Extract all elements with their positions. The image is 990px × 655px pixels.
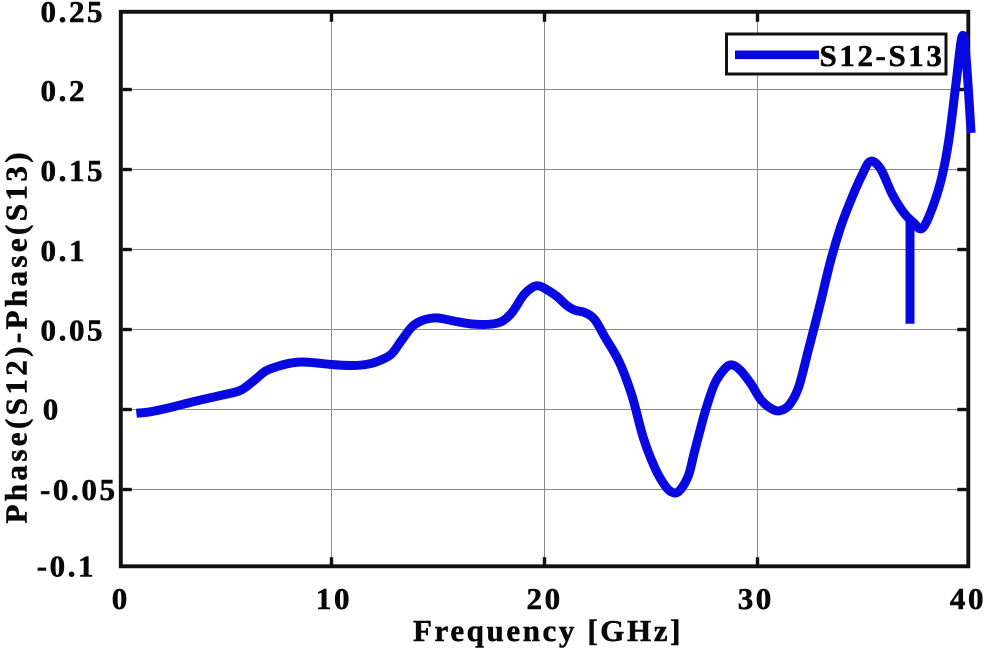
svg-text:0.25: 0.25 <box>41 0 106 29</box>
svg-text:0.2: 0.2 <box>41 73 88 108</box>
svg-text:0: 0 <box>43 392 61 427</box>
svg-text:S12-S13: S12-S13 <box>820 38 945 73</box>
svg-text:-0.05: -0.05 <box>40 472 118 507</box>
svg-text:0.15: 0.15 <box>41 153 106 188</box>
svg-text:30: 30 <box>738 581 774 616</box>
svg-text:Frequency [GHz]: Frequency [GHz] <box>413 613 683 648</box>
svg-text:20: 20 <box>526 581 562 616</box>
svg-text:0.1: 0.1 <box>41 233 88 268</box>
svg-text:40: 40 <box>950 581 986 616</box>
svg-text:10: 10 <box>316 581 352 616</box>
svg-text:Phase(S12)-Phase(S13): Phase(S12)-Phase(S13) <box>0 149 34 524</box>
svg-text:0: 0 <box>112 581 130 616</box>
svg-text:-0.1: -0.1 <box>37 549 96 584</box>
svg-text:0.05: 0.05 <box>41 313 106 348</box>
